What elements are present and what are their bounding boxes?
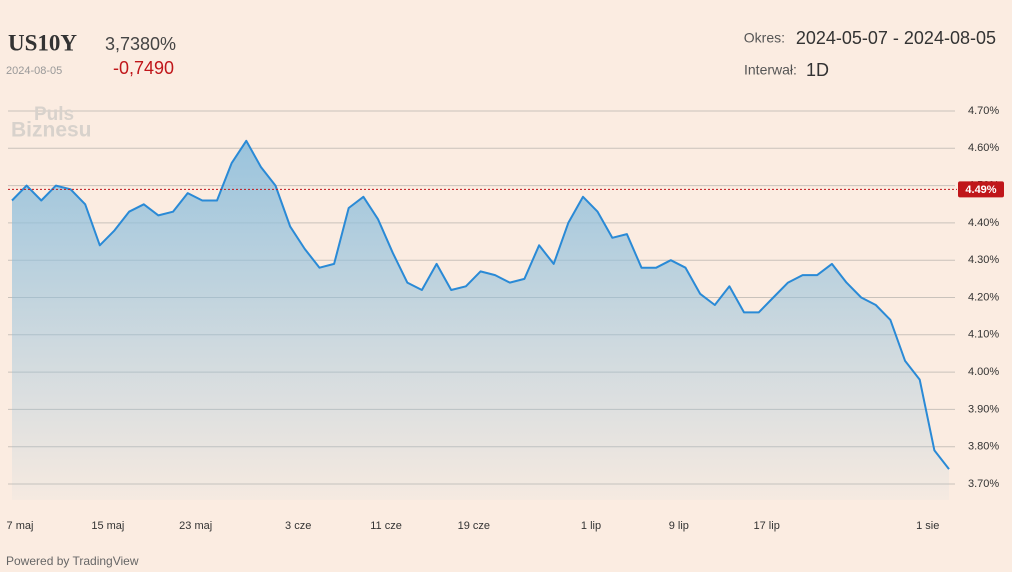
price: 3,7380% [105,34,176,54]
y-tick-label: 3.70% [968,478,999,490]
symbol: US10Y [8,30,77,55]
y-tick-label: 3.90% [968,403,999,415]
period-label: Okres: [744,30,785,46]
watermark: Puls [34,104,74,125]
x-tick-label: 3 cze [285,520,311,532]
y-tick-label: 4.00% [968,366,999,378]
period: 2024-05-07 - 2024-08-05 [796,28,996,48]
y-tick-label: 4.70% [968,105,999,117]
y-tick-label: 4.20% [968,291,999,303]
x-tick-label: 9 lip [669,520,689,532]
interval: 1D [806,60,829,80]
x-tick-label: 1 sie [916,520,939,532]
line [11,139,950,470]
y-tick-label: 4.10% [968,329,999,341]
x-tick-label: 11 cze [370,520,402,532]
y-tick-label: 4.60% [968,142,999,154]
y-tick-label: 4.40% [968,217,999,229]
area [12,140,949,501]
watermark: Biznesu [11,119,92,142]
interval-label: Interwał: [744,62,797,78]
x-tick-label: 15 maj [91,520,124,532]
reference-label: 4.49% [965,184,996,196]
change: -0,7490 [113,58,174,78]
date: 2024-08-05 [6,65,62,77]
y-tick-label: 4.30% [968,254,999,266]
x-tick-label: 17 lip [754,520,780,532]
footer: Powered by TradingView [6,554,139,568]
x-tick-label: 7 maj [7,520,34,532]
x-tick-label: 23 maj [179,520,212,532]
y-tick-label: 3.80% [968,441,999,453]
reference-label-box [958,181,1004,198]
x-tick-label: 19 cze [458,520,490,532]
x-tick-label: 1 lip [581,520,601,532]
